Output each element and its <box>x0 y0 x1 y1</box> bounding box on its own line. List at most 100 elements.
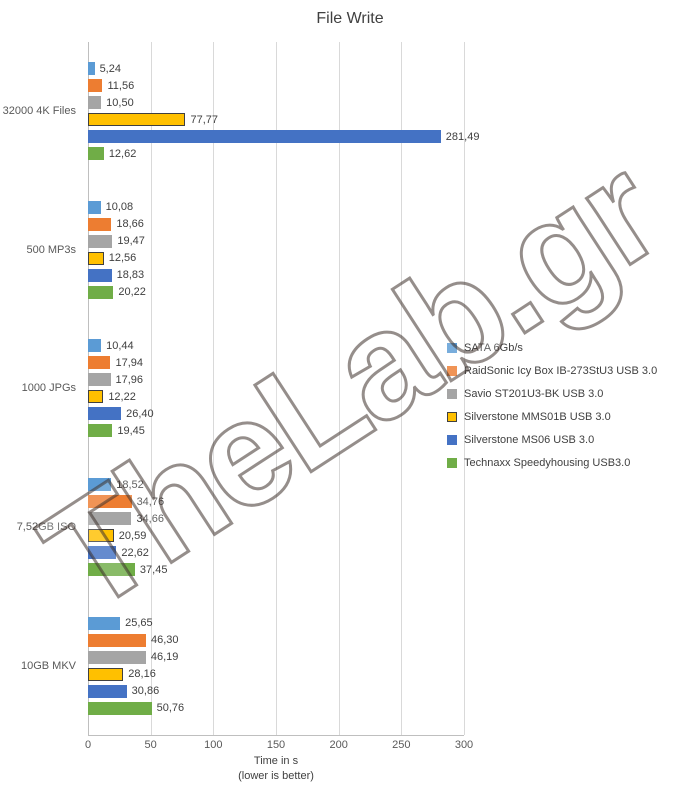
gridline <box>401 42 403 735</box>
bar-value-label: 19,47 <box>117 235 145 248</box>
bar-row: 12,62 <box>88 147 464 161</box>
x-tick-label: 50 <box>144 739 157 751</box>
gridline <box>276 42 277 735</box>
x-tick-label: 150 <box>266 739 286 751</box>
bar <box>88 373 111 387</box>
bar-row: 37,45 <box>88 563 464 577</box>
bar-row: 18,83 <box>88 268 464 282</box>
x-axis-label: Time in s <box>253 755 299 767</box>
bar-value-label: 10,44 <box>106 339 134 352</box>
bar <box>88 512 132 526</box>
gridline <box>338 42 340 735</box>
bar-row: 18,66 <box>88 217 464 231</box>
category-label: 7,52GB ISO <box>16 521 76 534</box>
bar <box>88 62 95 76</box>
bar <box>88 546 117 560</box>
x-tick-label: 0 <box>84 739 92 751</box>
legend: SATA 6Gb/s RaidSonic Icy Box IB-273StU3 U… <box>447 336 657 474</box>
bar <box>88 529 114 543</box>
bar-value-label: 50,76 <box>156 702 185 715</box>
legend-swatch-icon <box>447 434 457 445</box>
bar-row: 19,45 <box>88 424 464 438</box>
bar-value-label: 12,56 <box>108 252 137 265</box>
plot-area: 5,24 11,56 10,50 77,77 281,49 12,62 10,08 18,66… <box>88 42 479 736</box>
bar-group: 10,08 18,66 19,47 12,56 18,83 20,22 <box>88 181 464 320</box>
legend-item: Savio ST201U3-BK USB 3.0 <box>447 382 657 405</box>
bar <box>88 424 113 438</box>
bar-value-label: 18,52 <box>116 478 144 491</box>
bar-value-label: 5,24 <box>99 62 121 75</box>
bar-value-label: 20,22 <box>118 286 146 299</box>
legend-label: Technaxx Speedyhousing USB3.0 <box>464 456 631 469</box>
legend-label: Savio ST201U3-BK USB 3.0 <box>464 387 604 400</box>
category-label: 10GB MKV <box>20 659 76 672</box>
gridline <box>464 42 465 735</box>
legend-item: RaidSonic Icy Box IB-273StU3 USB 3.0 <box>447 359 657 382</box>
bar <box>88 113 186 127</box>
bar-row: 46,30 <box>88 633 464 647</box>
bar <box>88 390 104 404</box>
bar-group: 5,24 11,56 10,50 77,77 281,49 12,62 <box>88 42 479 181</box>
bar <box>88 147 104 161</box>
bar-row: 10,08 <box>88 200 464 214</box>
bar-row: 17,94 <box>88 356 464 370</box>
bar <box>88 650 146 664</box>
bar <box>88 96 102 110</box>
bar-value-label: 18,66 <box>116 218 144 231</box>
category-label: 500 MP3s <box>26 243 76 256</box>
bar-group: 10,44 17,94 17,96 12,22 26,40 19,45 <box>88 319 464 458</box>
category-label: 32000 4K Files <box>2 105 76 118</box>
legend-swatch-icon <box>447 365 457 376</box>
x-tick-label: 300 <box>454 739 474 751</box>
bar <box>88 478 112 492</box>
bar-row: 30,86 <box>88 684 464 698</box>
bar-row: 12,22 <box>88 390 464 404</box>
legend-swatch-icon <box>447 342 457 353</box>
bar-row: 77,77 <box>88 113 464 127</box>
legend-label: Silverstone MS06 USB 3.0 <box>464 433 595 446</box>
bar <box>88 251 104 265</box>
bar <box>88 684 127 698</box>
bar-group: 18,52 34,76 34,66 20,59 22,62 37,45 <box>88 458 464 597</box>
bar-value-label: 37,45 <box>139 563 168 576</box>
bar-value-label: 77,77 <box>190 113 218 126</box>
x-tick-label: 200 <box>329 739 348 751</box>
bar-value-label: 25,65 <box>125 617 153 630</box>
legend-label: Silverstone MMS01B USB 3.0 <box>464 410 611 423</box>
legend-swatch-icon <box>447 457 457 468</box>
bar <box>88 339 102 353</box>
bar <box>88 701 152 715</box>
x-tick-label: 100 <box>204 739 223 751</box>
chart-title: File Write <box>316 10 384 27</box>
bar-group: 25,65 46,30 46,19 28,16 30,86 50,76 <box>88 596 464 735</box>
bar <box>88 130 441 144</box>
bar-row: 5,24 <box>88 62 464 76</box>
x-axis-ticks: 0 50 100 150 200 250 300 <box>84 739 473 753</box>
category-axis: 32000 4K Files 500 MP3s 1000 JPGs 7,52GB IS… <box>0 42 82 735</box>
bar-value-label: 12,22 <box>108 390 136 403</box>
bar-value-label: 11,56 <box>107 79 135 92</box>
legend-swatch-icon <box>447 411 457 422</box>
bar-row: 46,19 <box>88 650 464 664</box>
bar <box>88 285 114 299</box>
x-axis-title: Time in s (lower is better) <box>88 754 464 784</box>
bar-value-label: 30,86 <box>131 685 160 698</box>
bar-row: 25,65 <box>88 616 464 630</box>
bar-value-label: 18,83 <box>116 269 145 282</box>
bar-row: 34,66 <box>88 512 464 526</box>
legend-item: Technaxx Speedyhousing USB3.0 <box>447 451 657 474</box>
bar-row: 18,52 <box>88 478 464 492</box>
legend-swatch-icon <box>447 388 457 399</box>
legend-item: Silverstone MMS01B USB 3.0 <box>447 405 657 428</box>
bar-row: 22,62 <box>88 546 464 560</box>
bar <box>88 217 112 231</box>
bar <box>88 495 132 509</box>
bar-value-label: 34,66 <box>136 512 164 525</box>
bar <box>88 563 135 577</box>
bar <box>88 268 112 282</box>
bar <box>88 407 122 421</box>
bar-row: 12,56 <box>88 251 464 265</box>
bar-value-label: 34,76 <box>136 495 165 508</box>
legend-item: SATA 6Gb/s <box>447 336 657 359</box>
